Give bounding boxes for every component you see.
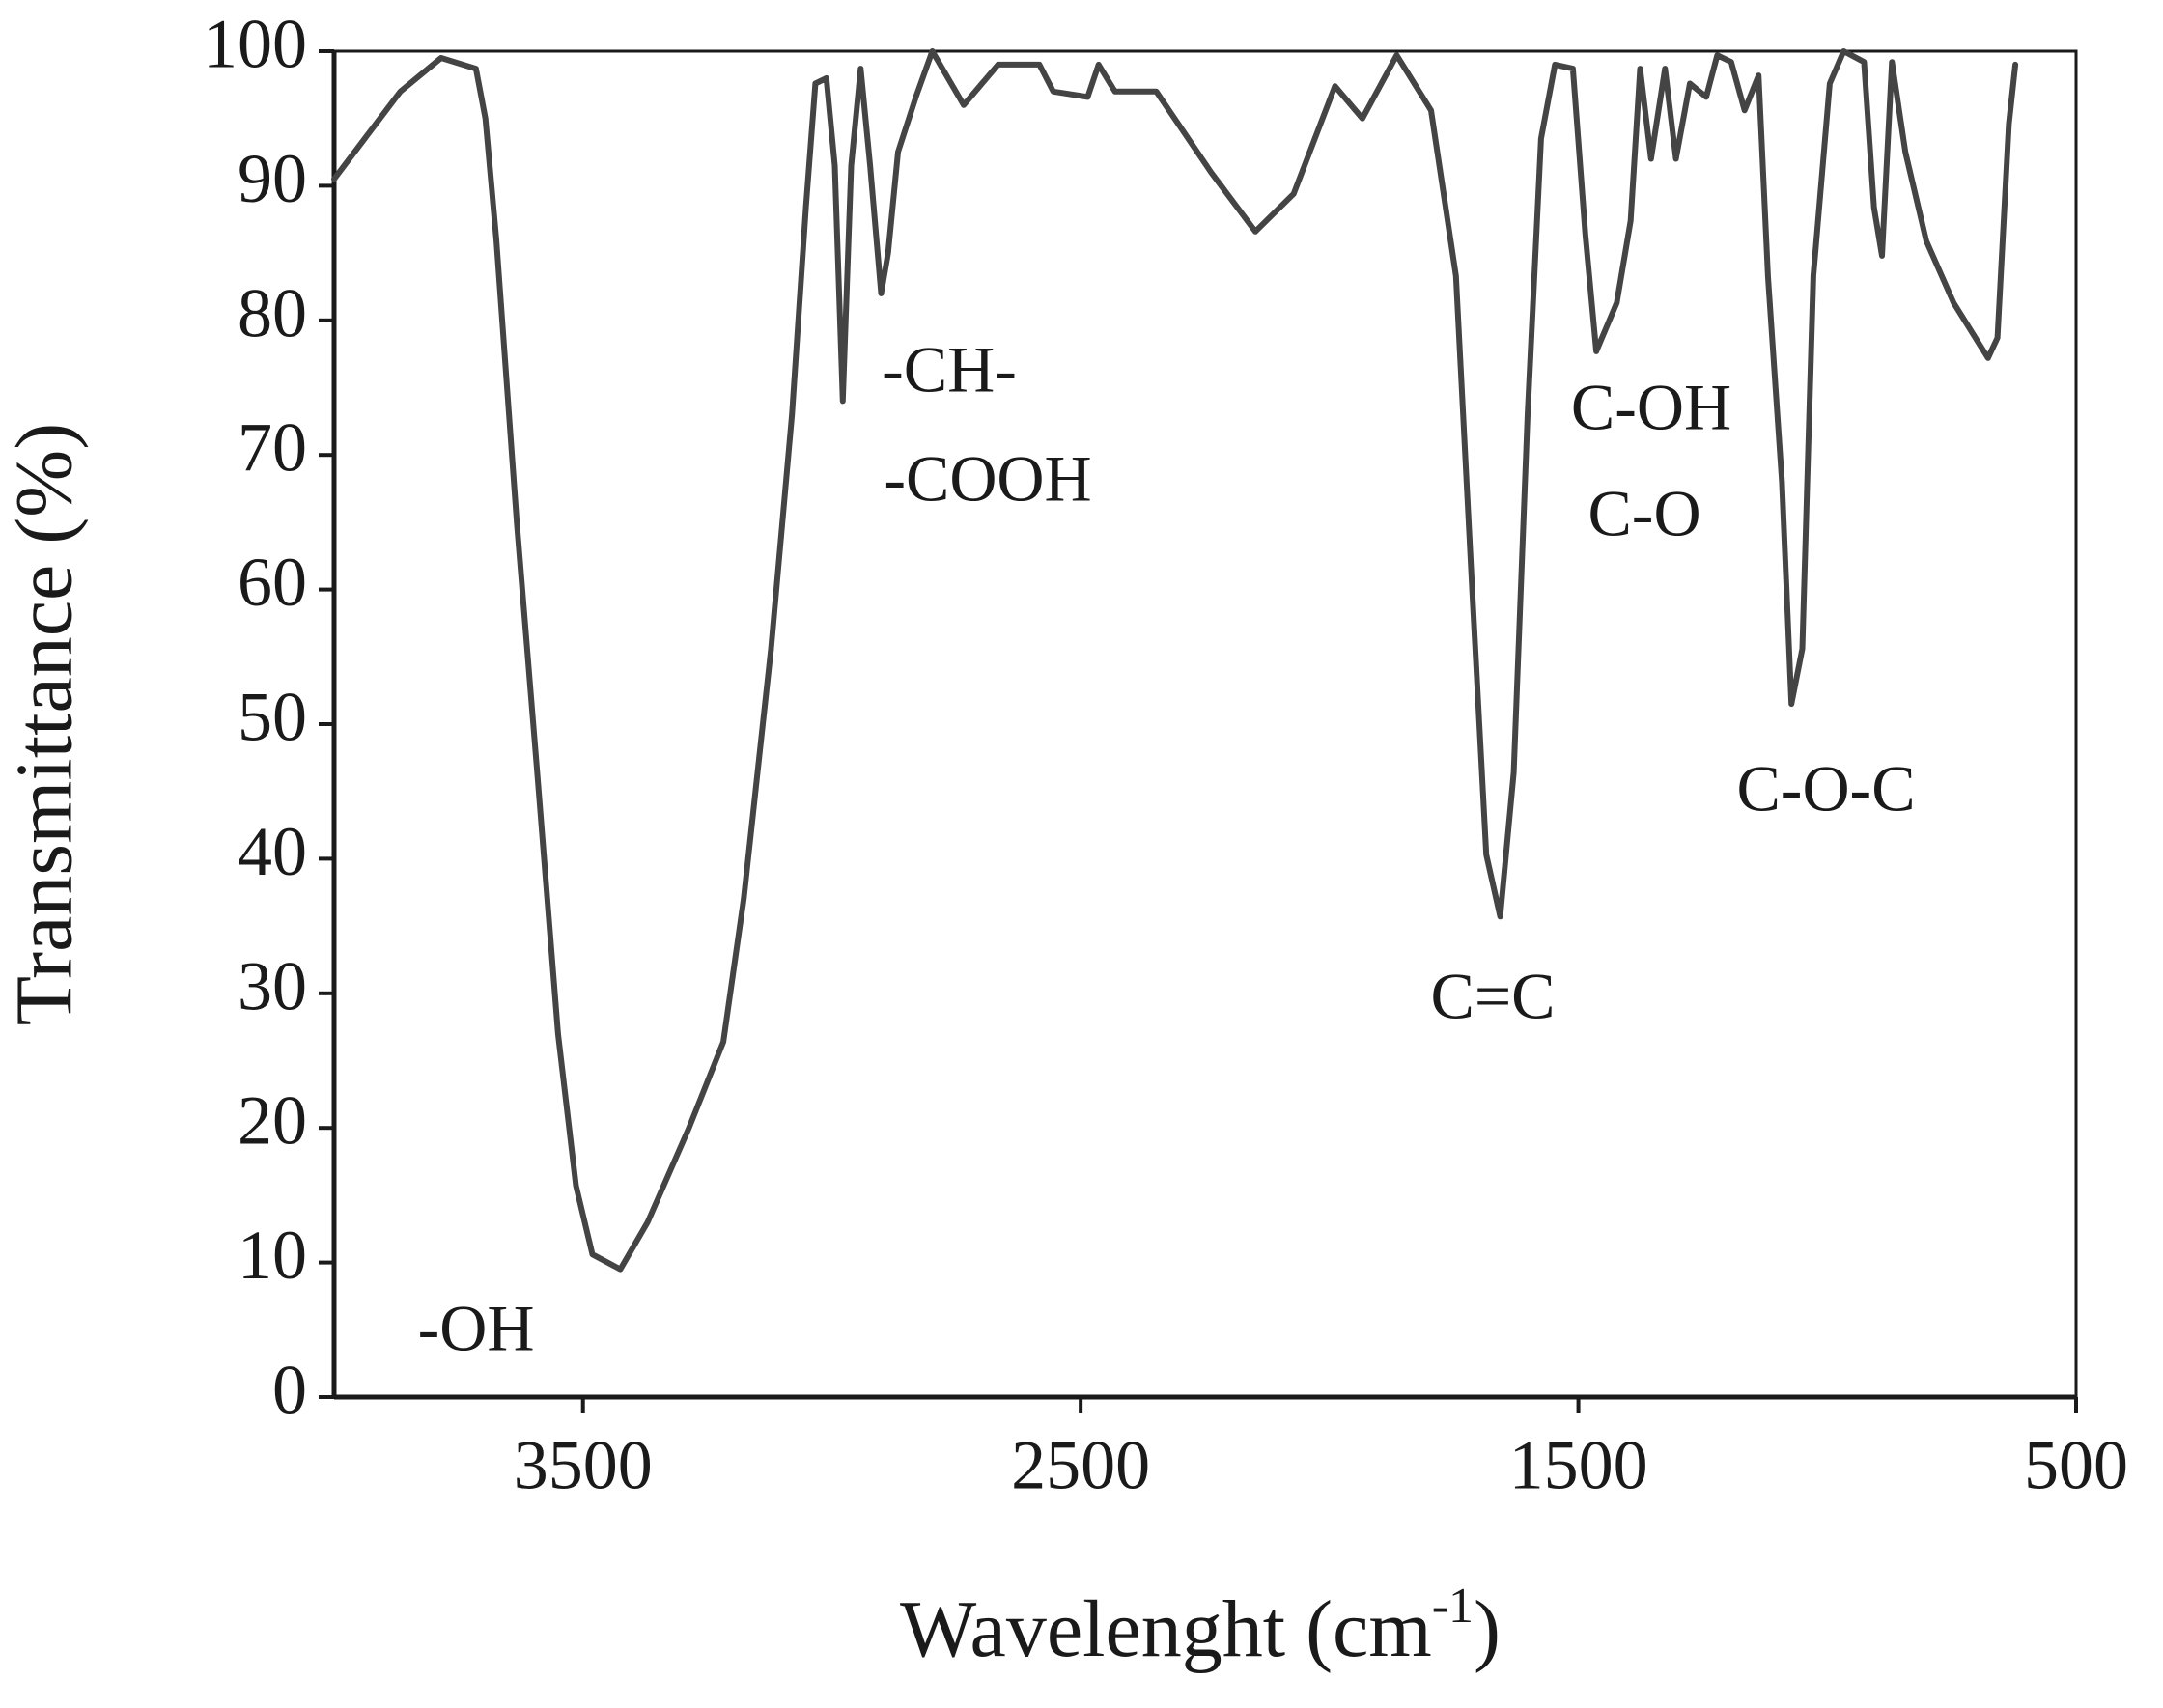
peak-annotation: -COOH xyxy=(884,442,1091,516)
y-axis-title: Transmittance (%) xyxy=(0,423,89,1025)
x-tick-label: 3500 xyxy=(514,1427,653,1504)
y-tick-label: 20 xyxy=(238,1082,307,1160)
x-axis-title: Wavelenght (cm-1) xyxy=(900,1579,1501,1674)
peak-annotation: -OH xyxy=(418,1292,535,1365)
y-tick-label: 100 xyxy=(203,6,307,83)
x-tick-label: 500 xyxy=(2024,1427,2128,1504)
y-tick-label: 60 xyxy=(238,544,307,621)
peak-annotation: -CH- xyxy=(882,333,1017,406)
y-tick-label: 80 xyxy=(238,274,307,351)
y-tick-label: 10 xyxy=(238,1217,307,1294)
x-axis-title-sup: -1 xyxy=(1432,1579,1474,1634)
peak-annotation: C=C xyxy=(1430,960,1555,1033)
y-tick-label: 30 xyxy=(238,947,307,1024)
x-axis-title-suffix: ) xyxy=(1474,1584,1501,1674)
x-axis-title-text: Wavelenght (cm xyxy=(900,1584,1432,1674)
spectrum-line xyxy=(331,48,2019,1273)
peak-annotation: C-OH xyxy=(1571,371,1731,444)
x-tick-label: 2500 xyxy=(1011,1427,1150,1504)
y-tick-label: 90 xyxy=(238,140,307,217)
y-tick-label: 0 xyxy=(272,1352,307,1429)
y-tick-label: 40 xyxy=(238,813,307,890)
x-tick-label: 1500 xyxy=(1509,1427,1648,1504)
y-tick-label: 50 xyxy=(238,679,307,756)
peak-annotation: C-O xyxy=(1587,477,1700,550)
peak-annotation: C-O-C xyxy=(1736,752,1915,826)
y-tick-label: 70 xyxy=(238,409,307,487)
